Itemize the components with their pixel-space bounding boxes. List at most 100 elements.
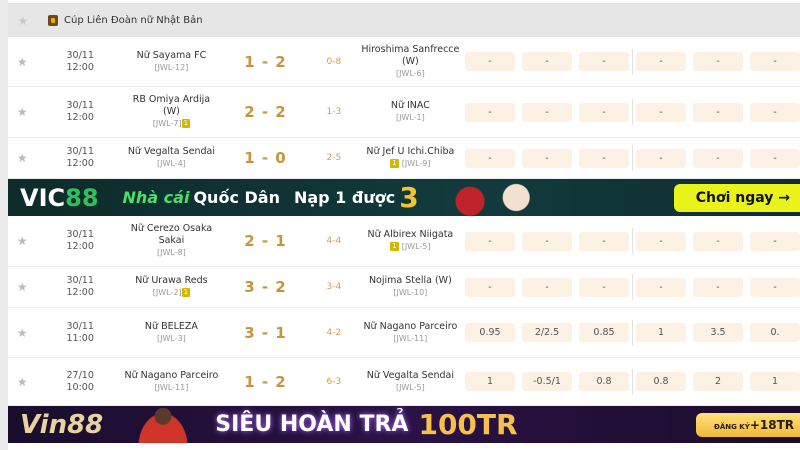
match-row[interactable]: ★ 30/11 12:00 Nữ Sayama FC [JWL-12] 1 - 2 … bbox=[8, 37, 800, 87]
odds-cell[interactable]: - bbox=[750, 231, 800, 251]
score[interactable]: 3 - 1 bbox=[244, 323, 287, 342]
odds-cell[interactable]: - bbox=[465, 52, 515, 71]
home-team[interactable]: Nữ Cerezo Osaka Sakai [JWL-8] bbox=[124, 223, 219, 259]
match-row[interactable]: ★ 30/11 12:00 Nữ Cerezo Osaka Sakai [JWL-8… bbox=[8, 216, 800, 267]
match-row[interactable]: ★ 30/11 12:00 Nữ Urawa Reds [JWL-2] 1 3 - 2… bbox=[8, 267, 800, 308]
register-bonus: +18TR bbox=[749, 417, 794, 432]
match-list: ★ Cúp Liên Đoàn nữ Nhật Bản ★ 30/11 12:00… bbox=[8, 0, 800, 450]
odds-cell[interactable]: - bbox=[465, 231, 515, 251]
away-rank: [JWL-10] bbox=[393, 288, 428, 297]
odds-cell[interactable]: - bbox=[522, 231, 572, 251]
match-date: 30/11 bbox=[66, 100, 94, 111]
vic88-banner[interactable]: VIC88 Nhà cái Quốc Dân Nạp 1 được 3 Chơi… bbox=[8, 179, 800, 216]
odds-cell[interactable]: - bbox=[750, 277, 800, 297]
half-time-score: 6-3 bbox=[326, 376, 342, 387]
half-time-score: 4-4 bbox=[326, 236, 342, 246]
match-row[interactable]: ★ 30/11 12:00 RB Omiya Ardija (W) [JWL-7] 1… bbox=[8, 87, 800, 138]
odds-cell[interactable]: - bbox=[693, 148, 743, 168]
odds-cell[interactable]: -0.5/1 bbox=[522, 372, 572, 391]
odds-cell[interactable]: - bbox=[579, 148, 629, 168]
odds-cell[interactable]: - bbox=[522, 148, 572, 168]
odds-cell[interactable]: 2 bbox=[693, 372, 743, 391]
star-icon[interactable]: ★ bbox=[16, 151, 28, 165]
away-team[interactable]: Nữ Jef U Ichi.Chiba 1 [JWL-9] bbox=[356, 146, 465, 170]
kickoff-time: 12:00 bbox=[66, 112, 94, 123]
away-rank: [JWL-6] bbox=[395, 68, 425, 78]
odds-cell[interactable]: 1 bbox=[636, 323, 686, 342]
home-team[interactable]: Nữ Sayama FC [JWL-12] bbox=[124, 50, 219, 74]
home-team[interactable]: Nữ Vegalta Sendai [JWL-4] bbox=[124, 146, 219, 170]
odds-cell[interactable]: - bbox=[465, 148, 515, 168]
play-now-button[interactable]: Chơi ngay → bbox=[673, 183, 800, 212]
away-rank: [JWL-11] bbox=[393, 333, 428, 343]
odds-cell[interactable]: - bbox=[579, 52, 629, 71]
away-rank: [JWL-1] bbox=[395, 113, 425, 122]
odds-cell[interactable]: 2/2.5 bbox=[522, 323, 572, 342]
register-button[interactable]: ĐĂNG KÝ+18TR bbox=[695, 412, 800, 437]
home-team[interactable]: RB Omiya Ardija (W) [JWL-7] 1 bbox=[124, 94, 219, 130]
star-icon[interactable]: ★ bbox=[16, 325, 28, 340]
odds-cell[interactable]: - bbox=[522, 102, 572, 122]
odds-cell[interactable]: - bbox=[750, 102, 800, 122]
odds-cell[interactable]: - bbox=[579, 231, 629, 251]
star-icon[interactable]: ★ bbox=[16, 374, 28, 389]
odds-cell[interactable]: - bbox=[636, 102, 686, 122]
odds-cell[interactable]: 1 bbox=[465, 372, 515, 391]
odds-cell[interactable]: - bbox=[693, 102, 743, 122]
banner-slogan: Nhà cái bbox=[122, 188, 190, 207]
odds-cell[interactable]: - bbox=[465, 102, 515, 122]
away-team[interactable]: Nữ Nagano Parceiro [JWL-11] bbox=[356, 321, 465, 345]
odds-cell[interactable]: 0.8 bbox=[636, 372, 686, 391]
score[interactable]: 3 - 2 bbox=[244, 278, 287, 296]
odds-cell[interactable]: 0.85 bbox=[579, 323, 629, 342]
odds-cell[interactable]: - bbox=[750, 148, 800, 168]
odds-cell[interactable]: 0.8 bbox=[579, 372, 629, 391]
match-time: 30/11 12:00 bbox=[37, 146, 124, 170]
odds-cell[interactable]: - bbox=[579, 277, 629, 297]
match-row[interactable]: ★ 30/11 12:00 Nữ Vegalta Sendai [JWL-4] 1 … bbox=[8, 138, 800, 179]
odds-cell[interactable]: - bbox=[693, 277, 743, 297]
away-team[interactable]: Hiroshima Sanfrecce (W) [JWL-6] bbox=[356, 44, 465, 80]
away-team[interactable]: Nữ Albirex Niigata 1 [JWL-5] bbox=[356, 229, 465, 253]
star-icon[interactable]: ★ bbox=[16, 54, 28, 69]
score[interactable]: 2 - 2 bbox=[244, 103, 287, 121]
odds-cell[interactable]: 0.95 bbox=[465, 323, 515, 342]
odds-cell[interactable]: - bbox=[636, 277, 686, 297]
odds-cell[interactable]: - bbox=[522, 52, 572, 71]
match-row[interactable]: ★ 27/10 10:00 Nữ Nagano Parceiro [JWL-11] … bbox=[8, 358, 800, 406]
match-row[interactable]: ★ 30/11 11:00 Nữ BELEZA [JWL-3] 3 - 1 4-2 … bbox=[8, 308, 800, 358]
star-icon[interactable]: ★ bbox=[17, 13, 29, 28]
odds-cell[interactable]: 1 bbox=[750, 372, 800, 391]
score[interactable]: 1 - 0 bbox=[244, 149, 287, 167]
star-icon[interactable]: ★ bbox=[16, 280, 28, 294]
away-team[interactable]: Nữ INAC [JWL-1] bbox=[356, 100, 465, 124]
vin88-banner[interactable]: Vin88 SIÊU HOÀN TRẢ 100TR ĐĂNG KÝ+18TR bbox=[8, 406, 800, 443]
score[interactable]: 1 - 2 bbox=[244, 52, 287, 71]
league-name[interactable]: Cúp Liên Đoàn nữ Nhật Bản bbox=[64, 15, 203, 26]
score[interactable]: 2 - 1 bbox=[244, 232, 287, 250]
score[interactable]: 1 - 2 bbox=[244, 372, 287, 391]
odds-cell[interactable]: - bbox=[636, 148, 686, 168]
odds-cell[interactable]: 3.5 bbox=[693, 323, 743, 342]
odds-cell[interactable]: - bbox=[750, 52, 800, 71]
home-team[interactable]: Nữ Urawa Reds [JWL-2] 1 bbox=[124, 275, 219, 299]
away-team[interactable]: Nojima Stella (W) [JWL-10] bbox=[356, 275, 465, 299]
home-rank: [JWL-8] bbox=[157, 248, 186, 257]
star-icon[interactable]: ★ bbox=[16, 234, 28, 248]
home-team[interactable]: Nữ Nagano Parceiro [JWL-11] bbox=[124, 370, 219, 394]
home-team[interactable]: Nữ BELEZA [JWL-3] bbox=[124, 321, 219, 345]
away-team[interactable]: Nữ Vegalta Sendai [JWL-5] bbox=[356, 370, 465, 394]
odds-cell[interactable]: 0. bbox=[750, 323, 800, 342]
odds-cell[interactable]: - bbox=[579, 102, 629, 122]
odds-cell[interactable]: - bbox=[693, 52, 743, 71]
match-date: 30/11 bbox=[66, 229, 94, 240]
odds-cell[interactable]: - bbox=[693, 231, 743, 251]
odds-group: ------ bbox=[465, 274, 800, 300]
odds-cell[interactable]: - bbox=[522, 277, 572, 297]
odds-cell[interactable]: - bbox=[636, 231, 686, 251]
odds-cell[interactable]: - bbox=[636, 52, 686, 71]
star-icon[interactable]: ★ bbox=[16, 105, 28, 119]
odds-cell[interactable]: - bbox=[465, 277, 515, 297]
odds-group: ------ bbox=[465, 228, 800, 254]
home-rank: [JWL-12] bbox=[154, 62, 189, 72]
